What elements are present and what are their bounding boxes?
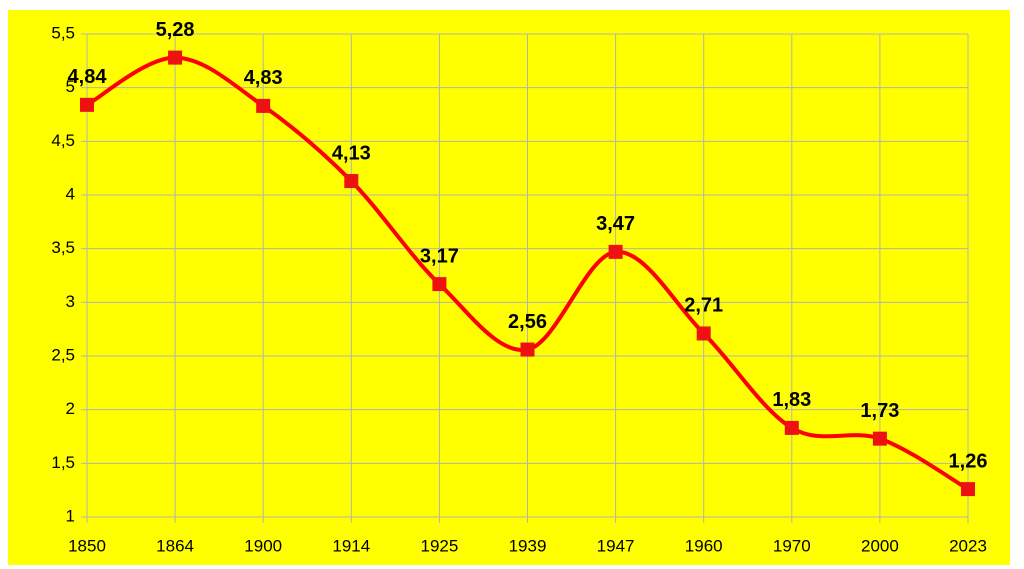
data-label: 3,47: [596, 213, 635, 235]
y-tick-label: 3,5: [51, 238, 75, 257]
x-tick-label: 1850: [68, 536, 106, 555]
data-label: 1,83: [772, 389, 811, 411]
x-tick-label: 1914: [332, 536, 370, 555]
x-tick-label: 2023: [949, 536, 987, 555]
data-label: 4,83: [244, 67, 283, 89]
data-label: 2,71: [684, 295, 723, 317]
marker: [168, 50, 183, 65]
data-label: 5,28: [156, 19, 195, 41]
y-tick-label: 2: [66, 399, 75, 418]
x-tick-label: 1960: [685, 536, 723, 555]
data-label: 1,26: [949, 450, 988, 472]
chart-background: [8, 10, 1010, 565]
y-tick-label: 1,5: [51, 453, 75, 472]
data-label: 2,56: [508, 311, 547, 333]
marker: [608, 244, 623, 259]
y-tick-label: 1: [66, 506, 75, 525]
marker: [784, 420, 799, 435]
x-tick-label: 1864: [156, 536, 194, 555]
data-label: 3,17: [420, 245, 459, 267]
x-tick-label: 1939: [509, 536, 547, 555]
marker: [961, 482, 975, 497]
y-tick-label: 2,5: [51, 345, 75, 364]
x-tick-label: 1970: [773, 536, 811, 555]
x-tick-label: 1900: [244, 536, 282, 555]
x-tick-label: 1925: [420, 536, 458, 555]
marker: [80, 97, 94, 112]
marker: [872, 431, 887, 446]
marker: [344, 174, 359, 189]
data-label: 4,84: [68, 66, 108, 88]
x-tick-label: 1947: [597, 536, 635, 555]
y-tick-label: 4: [66, 184, 75, 203]
marker: [432, 277, 447, 292]
y-tick-label: 3: [66, 292, 75, 311]
y-tick-label: 5: [66, 77, 75, 96]
marker: [696, 326, 711, 341]
y-tick-label: 4,5: [51, 131, 75, 150]
data-label: 4,13: [332, 142, 371, 164]
y-tick-label: 5,5: [51, 23, 75, 42]
marker: [256, 98, 271, 113]
marker: [520, 342, 535, 357]
data-label: 1,73: [860, 400, 899, 422]
x-tick-label: 2000: [861, 536, 899, 555]
